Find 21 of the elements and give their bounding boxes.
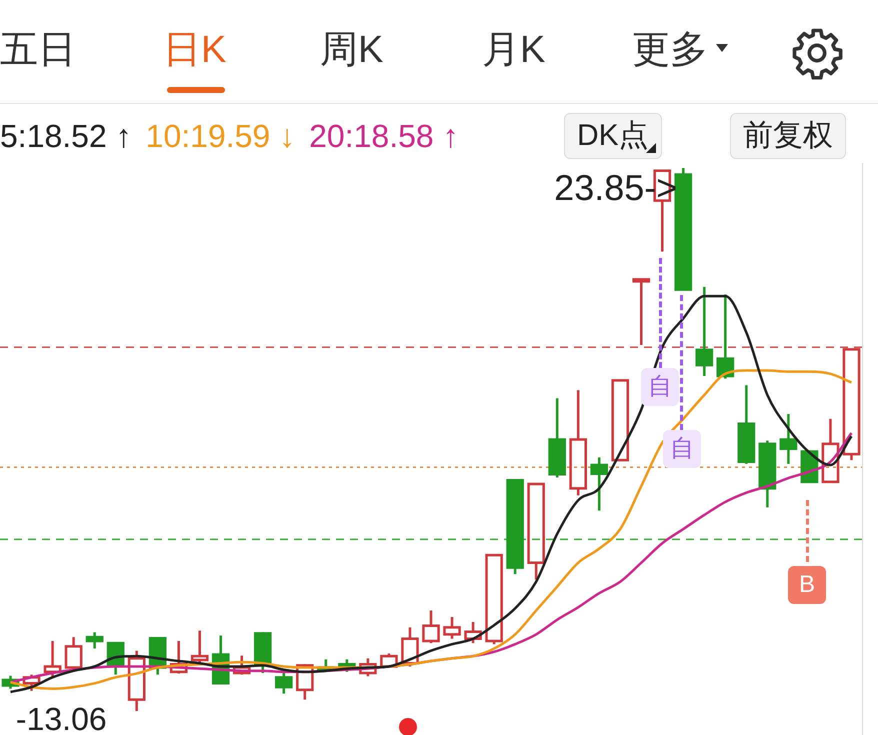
text: 五日 — [0, 28, 76, 72]
candlestick — [632, 278, 650, 346]
candlestick — [822, 418, 840, 484]
annotation: 自 — [641, 368, 679, 406]
annotation: 自 — [663, 430, 701, 468]
text: 10:19.59 ↓ — [146, 118, 296, 154]
candlestick — [569, 388, 587, 497]
text: 日K — [163, 28, 226, 72]
candlestick — [422, 609, 440, 644]
text: 周K — [320, 28, 384, 72]
candlestick — [128, 649, 146, 712]
annotation: B — [788, 566, 826, 604]
candlestick — [527, 482, 545, 581]
text: 前复权 — [730, 113, 846, 159]
text: 5:18.52 ↑ — [0, 118, 132, 154]
text: 更多 — [632, 28, 708, 72]
text: 月K — [482, 28, 546, 72]
text: DK点 — [564, 113, 662, 159]
candlestick — [443, 616, 461, 640]
annotation: -13.06 — [16, 700, 107, 735]
text: 20:18.58 ↑ — [309, 118, 459, 154]
